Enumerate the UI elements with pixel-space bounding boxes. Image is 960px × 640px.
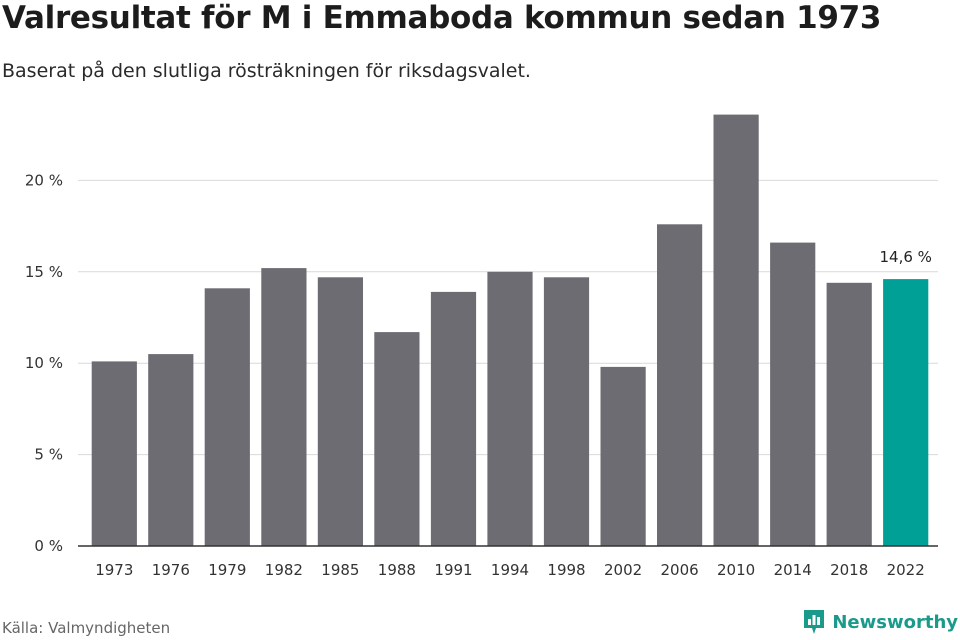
bar-chart: 0 % 5 % 10 % 15 % 20 % 1973 1976 1979 1982 1985 19…: [25, 114, 938, 579]
bar-2002: [600, 366, 646, 546]
bar-2006: [657, 224, 703, 547]
x-tick-label: 1994: [491, 561, 529, 579]
x-tick-label: 1988: [378, 561, 416, 579]
bar-2018: [826, 282, 872, 546]
source-note: Källa: Valmyndigheten: [2, 619, 171, 637]
x-tick-label: 2006: [661, 561, 699, 579]
bar-1991: [430, 291, 477, 546]
bar-1973: [91, 361, 137, 546]
brand-logo: Newsworthy: [802, 607, 958, 637]
x-tick-label: 1976: [152, 561, 190, 579]
bar-2022: [883, 279, 929, 546]
bar-2014: [770, 242, 816, 546]
y-tick-label: 0 %: [34, 537, 63, 555]
bar-1976: [148, 354, 194, 546]
x-tick-label: 2002: [604, 561, 642, 579]
bar-1994: [487, 271, 533, 546]
x-tick-label: 2014: [774, 561, 812, 579]
x-tick-label: 1973: [95, 561, 133, 579]
bar-1998: [543, 277, 590, 546]
bar-2010: [713, 114, 759, 546]
x-tick-label: 1991: [434, 561, 472, 579]
newsworthy-logo-icon: [804, 610, 825, 634]
bar-1988: [374, 332, 420, 546]
bar-1979: [204, 288, 250, 546]
y-tick-label: 15 %: [25, 263, 63, 281]
y-tick-label: 10 %: [25, 354, 63, 372]
chart-title: Valresultat för M i Emmaboda kommun seda…: [2, 0, 882, 36]
bar-1982: [261, 268, 307, 546]
x-tick-label: 2018: [830, 561, 868, 579]
data-label: 14,6 %: [879, 248, 931, 266]
x-tick-label: 2010: [717, 561, 755, 579]
y-tick-label: 5 %: [34, 446, 63, 464]
bar-1985: [317, 277, 363, 546]
x-tick-label: 1998: [547, 561, 585, 579]
y-tick-label: 20 %: [25, 171, 63, 189]
x-tick-label: 1982: [265, 561, 303, 579]
x-tick-label: 1985: [321, 561, 359, 579]
brand-name: Newsworthy: [832, 611, 958, 633]
chart-subtitle: Baserat på den slutliga rösträkningen fö…: [2, 60, 531, 82]
x-tick-label: 1979: [208, 561, 246, 579]
x-tick-label: 2022: [887, 561, 925, 579]
